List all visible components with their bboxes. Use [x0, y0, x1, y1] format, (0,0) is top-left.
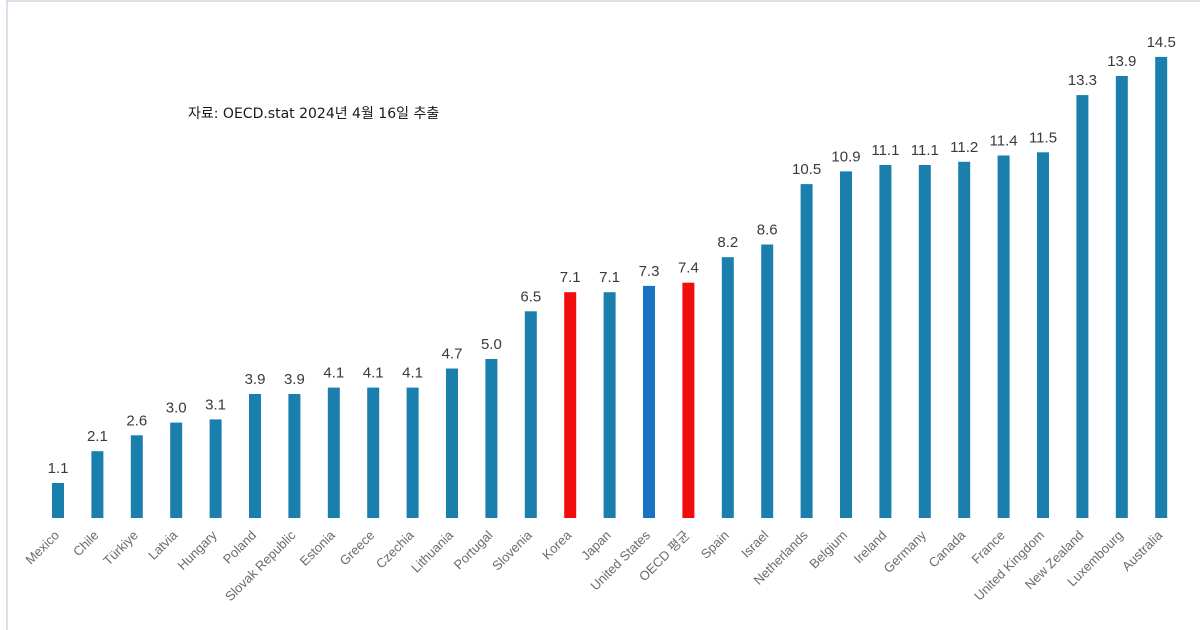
bar-value-label: 8.2 — [717, 234, 738, 251]
bar — [879, 165, 892, 518]
bar — [564, 292, 577, 518]
bar-value-label: 5.0 — [481, 336, 502, 353]
bar — [682, 282, 695, 518]
category-tick-label: Portugal — [451, 527, 496, 572]
bar-value-label: 11.1 — [871, 142, 899, 159]
bar — [288, 394, 301, 518]
bar — [1076, 95, 1089, 518]
category-tick-label: Slovak Republic — [222, 527, 299, 604]
category-tick-label: Germany — [881, 527, 930, 576]
bar-value-label: 13.3 — [1068, 72, 1097, 89]
bar-value-label: 4.1 — [323, 365, 344, 382]
bar-value-label: 10.5 — [792, 161, 821, 178]
bar — [643, 285, 655, 518]
bar-value-label: 13.9 — [1107, 53, 1136, 70]
bar — [249, 394, 261, 518]
bar-value-label: 2.1 — [87, 428, 108, 445]
category-tick-label: Australia — [1119, 527, 1166, 574]
bar-value-label: 11.4 — [990, 133, 1018, 150]
bar-value-label: 8.6 — [757, 222, 778, 239]
bar-value-label: 2.6 — [126, 412, 147, 429]
category-tick-label: Chile — [70, 528, 102, 560]
bar — [997, 155, 1010, 518]
bar — [721, 257, 734, 518]
category-tick-label: Greece — [337, 528, 378, 569]
bar — [958, 161, 971, 519]
category-tick-label: Slovenia — [489, 527, 535, 573]
bar — [485, 359, 498, 518]
bar — [918, 165, 931, 518]
bar — [130, 435, 143, 518]
bar — [524, 311, 537, 518]
bar-value-label: 7.1 — [560, 269, 581, 286]
category-tick-label: Korea — [539, 527, 575, 563]
category-tick-label: Belgium — [806, 528, 850, 572]
bar-value-label: 4.1 — [363, 365, 384, 382]
category-tick-label: Spain — [698, 528, 732, 562]
bar — [91, 451, 104, 518]
bars-layer — [52, 56, 1168, 519]
bar-value-label: 3.9 — [245, 371, 266, 388]
bar-value-label: 7.3 — [639, 263, 660, 280]
bar — [367, 387, 380, 518]
bar — [761, 244, 774, 518]
bar — [446, 368, 458, 518]
value-labels-layer: 1.1 2.1 2.6 3.0 3.1 3.9 3.9 4.1 4.1 4.1 4.7 5.0 6.5 7… — [48, 34, 1176, 477]
category-tick-label: Latvia — [145, 527, 181, 563]
bar-value-label: 11.5 — [1029, 129, 1057, 146]
category-tick-label: Hungary — [174, 527, 220, 573]
bar-value-label: 1.1 — [48, 460, 69, 477]
bar — [170, 422, 183, 518]
category-tick-label: Japan — [578, 528, 614, 564]
category-tick-label: Ireland — [851, 528, 890, 567]
category-tick-label: Mexico — [22, 528, 62, 568]
bar-value-label: 11.2 — [950, 139, 978, 156]
bar — [840, 171, 852, 518]
bar-value-label: 3.0 — [166, 400, 187, 417]
bar — [209, 419, 222, 518]
bar-value-label: 3.9 — [284, 371, 305, 388]
bar — [327, 387, 340, 518]
bar-value-label: 4.7 — [442, 346, 463, 363]
bar-value-label: 3.1 — [205, 396, 226, 413]
bar-value-label: 6.5 — [520, 288, 541, 305]
bar-value-label: 4.1 — [402, 365, 423, 382]
bar-value-label: 14.5 — [1147, 34, 1176, 51]
bar-value-label: 7.4 — [678, 260, 699, 277]
bar — [1115, 76, 1128, 518]
bar — [1155, 56, 1168, 519]
bar — [1037, 152, 1049, 519]
bar — [603, 292, 616, 518]
bar-value-label: 10.9 — [831, 148, 860, 165]
bar — [406, 387, 419, 518]
bar-value-label: 11.1 — [911, 142, 939, 159]
category-tick-label: Türkiye — [100, 528, 141, 569]
category-tick-label: Canada — [926, 527, 969, 570]
category-tick-label: Israel — [738, 527, 771, 560]
bar-value-label: 7.1 — [599, 269, 620, 286]
bar — [52, 483, 64, 518]
source-note: 자료: OECD.stat 2024년 4월 16일 추출 — [188, 106, 439, 122]
category-tick-label: Lithuania — [408, 527, 456, 575]
category-tick-label: Estonia — [297, 527, 339, 569]
bar — [800, 184, 813, 518]
category-tick-label: United Kingdom — [971, 528, 1047, 604]
